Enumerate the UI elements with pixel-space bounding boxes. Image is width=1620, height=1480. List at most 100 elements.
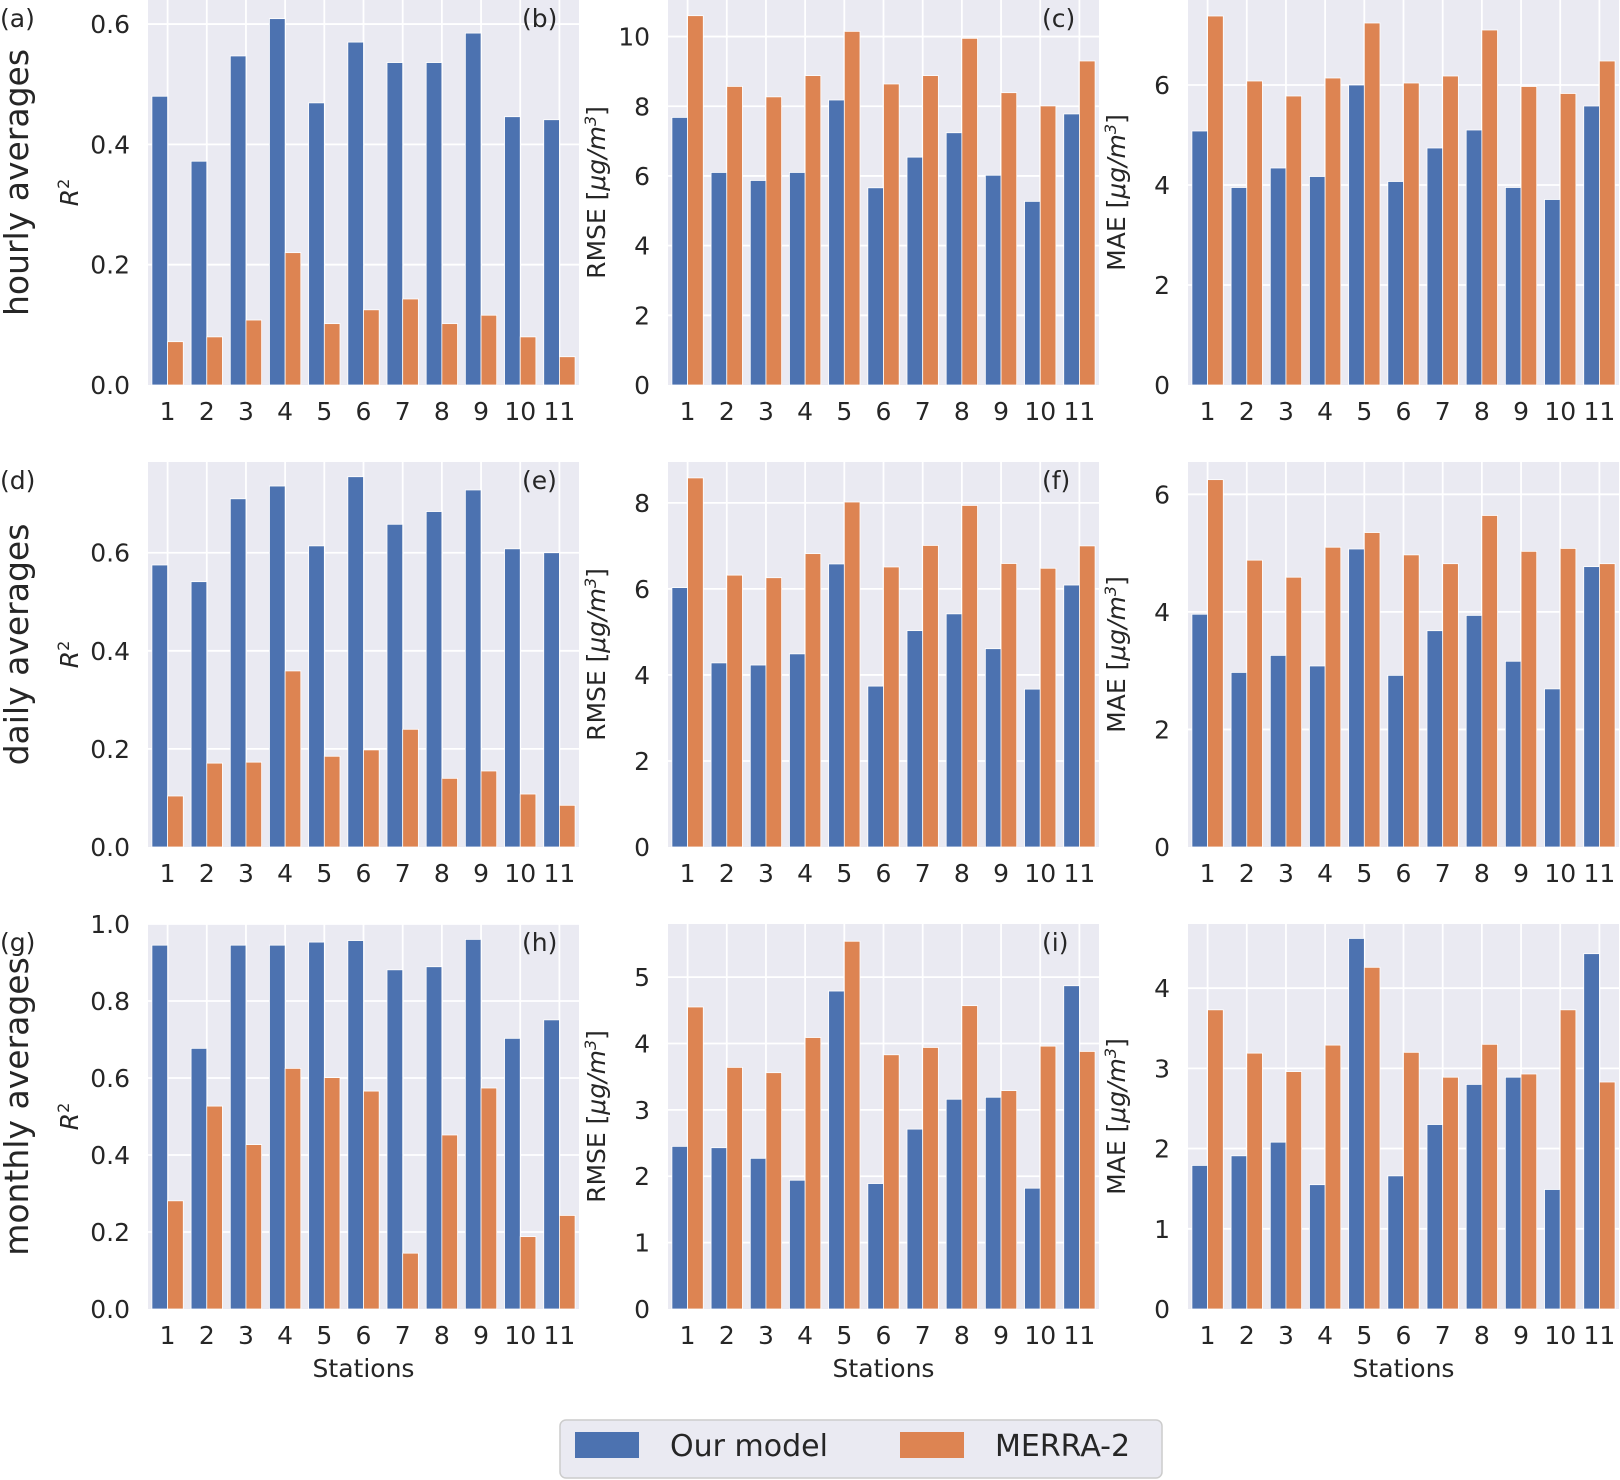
x-tick-label: 3 bbox=[1278, 859, 1294, 888]
bar-merra-11 bbox=[559, 804, 576, 848]
bar-model-6 bbox=[347, 41, 364, 386]
x-tick-label: 11 bbox=[1584, 397, 1616, 426]
bar-model-7 bbox=[386, 523, 404, 848]
x-tick-label: 1 bbox=[1200, 859, 1216, 888]
y-tick-label: 3 bbox=[1154, 1054, 1170, 1083]
bar-model-6 bbox=[347, 940, 364, 1310]
x-tick-label: 4 bbox=[277, 859, 293, 888]
bar-model-5 bbox=[828, 563, 845, 848]
y-tick-label: 3 bbox=[634, 1096, 650, 1125]
y-axis-label: R2 bbox=[54, 179, 85, 207]
x-tick-label: 7 bbox=[395, 1321, 411, 1350]
bar-merra-9 bbox=[480, 314, 498, 386]
bar-model-8 bbox=[1465, 129, 1483, 386]
x-tick-label: 5 bbox=[316, 1321, 332, 1350]
y-axis-label: R2 bbox=[54, 1103, 85, 1131]
y-tick-label: 8 bbox=[634, 92, 650, 121]
bar-model-10 bbox=[504, 548, 521, 848]
y-tick-label: 0.2 bbox=[90, 735, 130, 764]
bar-model-10 bbox=[1024, 1187, 1041, 1310]
bar-model-8 bbox=[1465, 615, 1483, 848]
bar-merra-6 bbox=[883, 566, 900, 848]
bar-model-1 bbox=[671, 587, 688, 848]
chart-panel-g: 0.0 0.2 0.4 0.6 0.8 1.0 1 2 3 4 5 6 7 8 9 10 11 Stations R… bbox=[0, 910, 579, 1383]
bar-merra-9 bbox=[1000, 1090, 1018, 1310]
bar-model-2 bbox=[190, 1047, 208, 1310]
bar-model-10 bbox=[1024, 200, 1041, 386]
bar-model-5 bbox=[1348, 84, 1365, 386]
y-tick-label: 0.6 bbox=[90, 10, 130, 39]
x-tick-label: 11 bbox=[1064, 1321, 1096, 1350]
x-tick-label: 5 bbox=[1356, 397, 1372, 426]
legend-swatch-merra bbox=[900, 1432, 964, 1458]
x-tick-label: 3 bbox=[238, 397, 254, 426]
y-tick-label: 0.0 bbox=[90, 371, 130, 400]
bar-merra-10 bbox=[519, 1236, 537, 1310]
bar-model-7 bbox=[386, 62, 404, 386]
bar-model-7 bbox=[906, 630, 924, 848]
x-tick-label: 10 bbox=[1544, 397, 1576, 426]
bar-model-9 bbox=[1504, 1076, 1522, 1310]
bar-model-9 bbox=[1504, 660, 1522, 848]
bar-model-5 bbox=[308, 102, 325, 386]
x-tick-label: 8 bbox=[434, 859, 450, 888]
y-tick-label: 2 bbox=[634, 1162, 650, 1191]
bar-model-7 bbox=[1426, 1124, 1444, 1310]
bar-model-5 bbox=[1348, 548, 1365, 848]
bar-merra-9 bbox=[1520, 86, 1538, 386]
bar-merra-7 bbox=[402, 1252, 419, 1310]
bar-merra-6 bbox=[883, 1054, 900, 1310]
x-tick-label: 11 bbox=[1584, 859, 1616, 888]
y-axis-label: MAE [μg/m3] bbox=[1101, 1038, 1132, 1195]
chart-panel-d: 0.0 0.2 0.4 0.6 1 2 3 4 5 6 7 8 9 10 11 R2 (d) bbox=[0, 462, 579, 888]
x-tick-label: 3 bbox=[1278, 397, 1294, 426]
y-tick-label: 0.4 bbox=[90, 1141, 130, 1170]
bar-merra-1 bbox=[1207, 15, 1224, 386]
x-tick-label: 11 bbox=[1064, 397, 1096, 426]
bar-model-3 bbox=[749, 180, 767, 386]
x-tick-label: 4 bbox=[277, 1321, 293, 1350]
x-tick-label: 1 bbox=[160, 397, 176, 426]
bar-model-4 bbox=[269, 944, 286, 1310]
bar-merra-10 bbox=[1039, 105, 1057, 386]
bar-model-2 bbox=[1230, 187, 1248, 386]
bar-merra-5 bbox=[843, 30, 861, 386]
row-label: daily averages bbox=[0, 524, 36, 766]
x-tick-label: 4 bbox=[277, 397, 293, 426]
bar-merra-7 bbox=[402, 298, 419, 386]
x-tick-label: 9 bbox=[1513, 859, 1529, 888]
bar-model-6 bbox=[1387, 674, 1404, 848]
bar-merra-8 bbox=[441, 777, 458, 848]
bar-merra-10 bbox=[519, 793, 537, 848]
x-tick-label: 10 bbox=[1024, 1321, 1056, 1350]
x-tick-label: 6 bbox=[356, 859, 372, 888]
bar-model-7 bbox=[906, 156, 924, 386]
y-tick-label: 0.0 bbox=[90, 1295, 130, 1324]
bar-model-1 bbox=[1191, 613, 1208, 848]
bar-merra-7 bbox=[922, 1047, 939, 1310]
bar-merra-6 bbox=[363, 749, 380, 848]
bar-merra-2 bbox=[726, 574, 743, 848]
x-tick-label: 7 bbox=[915, 859, 931, 888]
legend-label-merra: MERRA-2 bbox=[995, 1429, 1130, 1464]
bar-merra-6 bbox=[1403, 554, 1420, 848]
bar-merra-4 bbox=[284, 252, 302, 386]
bar-merra-10 bbox=[1039, 1045, 1057, 1310]
x-tick-label: 7 bbox=[1435, 397, 1451, 426]
bar-model-2 bbox=[710, 1147, 728, 1310]
y-tick-label: 2 bbox=[634, 301, 650, 330]
y-tick-label: 1 bbox=[634, 1229, 650, 1258]
bar-merra-11 bbox=[1599, 1081, 1616, 1310]
bar-merra-2 bbox=[726, 1066, 743, 1310]
bar-model-9 bbox=[1504, 187, 1522, 386]
x-tick-label: 2 bbox=[719, 397, 735, 426]
y-tick-label: 0 bbox=[1154, 1295, 1170, 1324]
bar-model-10 bbox=[1024, 688, 1041, 848]
bar-merra-10 bbox=[1039, 567, 1057, 848]
y-tick-label: 0.8 bbox=[90, 987, 130, 1016]
bar-merra-4 bbox=[804, 1037, 822, 1310]
y-tick-label: 2 bbox=[634, 747, 650, 776]
x-tick-label: 9 bbox=[993, 1321, 1009, 1350]
